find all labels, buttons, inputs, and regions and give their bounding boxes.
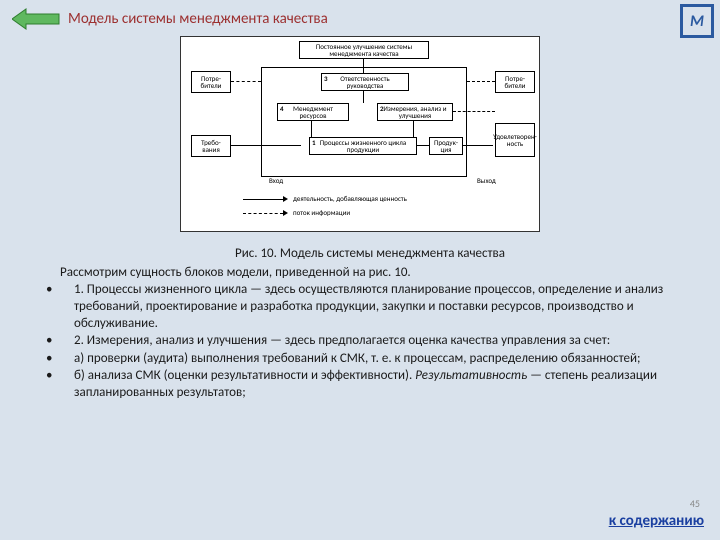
- badge-label: М: [690, 12, 704, 31]
- legend-info: поток информации: [293, 209, 350, 216]
- diagram-top-box: Постоянное улучшение системы менеджмента…: [299, 41, 429, 59]
- bullet-3: а) проверки (аудита) выполнения требован…: [60, 351, 680, 368]
- diagram-product: Продук-ция: [429, 137, 463, 155]
- diagram-box-3: 3 Ответственность руководства: [321, 73, 409, 91]
- toc-link[interactable]: к содержанию: [609, 512, 704, 530]
- diagram-output-label: Выход: [477, 177, 496, 184]
- diagram-box-4: 4 Менеджмент ресурсов: [277, 103, 349, 121]
- page-number: 45: [690, 497, 700, 510]
- figure-caption: Рис. 10. Модель системы менеджмента каче…: [60, 246, 680, 263]
- intro-text: Рассмотрим сущность блоков модели, приве…: [60, 265, 680, 282]
- bullet-1: 1. Процессы жизненного цикла — здесь осу…: [60, 282, 680, 332]
- diagram-box-1: 1 Процессы жизненного цикла продукции: [309, 137, 417, 155]
- slide-title: Модель системы менеджмента качества: [68, 10, 328, 28]
- diagram-container: Постоянное улучшение системы менеджмента…: [12, 36, 708, 232]
- badge-icon: М: [680, 4, 714, 38]
- back-arrow-icon[interactable]: [12, 8, 60, 30]
- diagram-left-requirements: Требо-вания: [191, 135, 231, 157]
- slide: Модель системы менеджмента качества М По…: [0, 0, 720, 540]
- qms-diagram: Постоянное улучшение системы менеджмента…: [180, 36, 540, 232]
- bullet-4: б) анализа СМК (оценки результативности …: [60, 368, 680, 401]
- bullet-list: 1. Процессы жизненного цикла — здесь осу…: [60, 282, 680, 401]
- legend-activity: деятельность, добавляющая ценность: [293, 195, 407, 202]
- content-text: Рис. 10. Модель системы менеджмента каче…: [12, 246, 708, 402]
- header: Модель системы менеджмента качества: [12, 8, 708, 30]
- diagram-right-consumers: Потре-бители: [495, 71, 535, 93]
- diagram-input-label: Вход: [269, 177, 283, 184]
- diagram-right-satisfaction: Удовлетворен-ность: [495, 123, 535, 157]
- diagram-left-consumers: Потре-бители: [191, 71, 231, 93]
- diagram-box-2: 2 Измерения, анализ и улучшения: [377, 103, 453, 121]
- bullet-2: 2. Измерения, анализ и улучшения — здесь…: [60, 333, 680, 350]
